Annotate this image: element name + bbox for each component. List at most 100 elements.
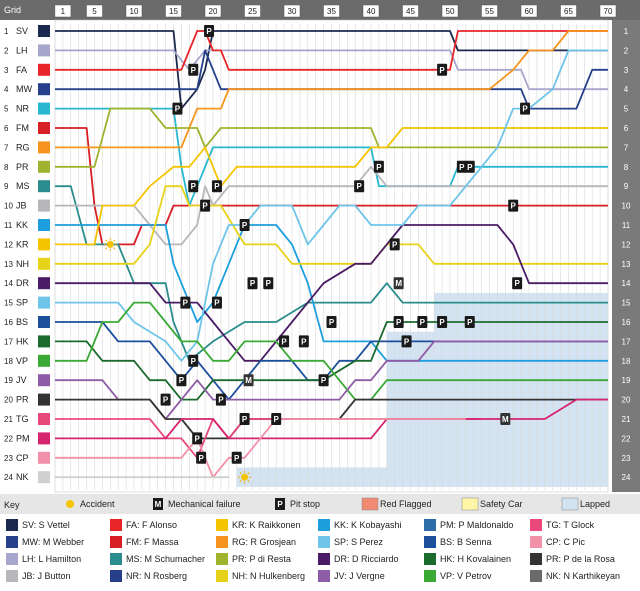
right-position-number: 11 [622,221,631,230]
grid-driver-code: NK [16,472,29,482]
lap-tick-label: 45 [406,7,415,16]
lap-tick-box [204,4,222,18]
grid-driver-code: FA [16,65,27,75]
key-driver-label: SV: S Vettel [22,520,70,530]
lap-tick-box [599,4,617,18]
lap-tick-box [323,4,340,18]
pit-stop-marker [456,160,467,173]
key-p-icon [275,498,285,510]
pit-stop-marker [318,374,329,387]
pit-stop-marker [200,199,211,212]
pit-stop-marker-label: P [301,337,307,346]
pit-stop-marker [326,316,337,328]
key-driver-swatch [424,553,436,565]
pit-stop-marker-label: P [266,279,272,288]
key-driver-label: BS: B Senna [440,537,492,547]
grid-driver-code: RG [16,142,30,152]
key-driver-swatch [6,570,18,582]
pit-stop-marker [520,102,531,115]
right-position-number: 16 [622,318,631,327]
series-line-lh [55,49,608,91]
right-position-number: 19 [622,376,631,385]
pit-stop-marker [354,180,365,193]
grid-driver-swatch [38,277,50,290]
pit-stop-marker-label: P [329,318,335,327]
grid-position-number: 3 [4,66,9,75]
series-line-hk [55,321,608,401]
pit-stop-marker [188,180,199,193]
grid-driver-swatch [38,25,50,37]
grid-position-number: 24 [4,473,13,482]
pit-stop-marker-label: P [376,163,382,172]
event-markers: P P P P P P P P P P P P P P P P P P P P P P P P P P P P P P P P P P P P P P M M… [103,25,531,484]
grid-position-number: 1 [4,27,9,36]
pit-stop-marker-label: P [250,279,256,288]
lap-tick-box [520,4,538,18]
mechanical-marker [500,413,511,425]
pit-stop-marker [160,393,171,406]
grid-driver-code: MW [16,84,32,94]
series-line-fa [55,30,608,71]
accident-marker [103,237,117,251]
right-position-number: 23 [622,454,631,463]
pit-stop-marker [263,277,274,290]
lap-tick-label: 30 [288,7,297,16]
grid-driver-swatch [38,451,50,464]
key-driver-swatch [110,570,122,582]
lap-tick-box [402,4,419,18]
lap-tick-box [481,4,498,18]
lap-tick-box [125,4,143,18]
pit-stop-marker [298,335,309,348]
grid-driver-swatch [38,122,50,134]
right-position-number: 13 [622,260,631,269]
grid-position-number: 11 [4,221,13,230]
pit-stop-marker-label: P [242,415,248,424]
grid-driver-code: PM [16,433,30,443]
key-driver-swatch [318,536,330,548]
header-bar [0,0,640,20]
pit-stop-marker [180,296,191,309]
accident-ray [247,472,250,475]
accident-icon [241,473,249,481]
grid-driver-code: JV [16,375,27,385]
pit-stop-marker-label: P [439,66,445,75]
pit-stop-marker [393,316,404,328]
right-position-number: 22 [622,434,631,443]
key-event-label: Safety Car [480,499,523,509]
key-swatch [561,497,579,511]
grid-driver-swatch [38,335,50,348]
lap-tick-label: 60 [525,7,534,16]
accident-ray [239,472,242,475]
pit-stop-marker [211,296,222,309]
key-swatch [461,497,479,511]
grid-driver-swatch [38,219,50,231]
grid-position-number: 13 [4,260,13,269]
key-driver-label: NH: N Hulkenberg [232,571,305,581]
pit-stop-marker-label: P [459,163,465,172]
series-line-pm [55,398,608,440]
key-driver-label: PR: P de la Rosa [546,554,615,564]
key-driver-swatch [110,519,122,531]
grid-driver-code: PR [16,162,29,172]
pit-stop-marker [417,316,428,328]
right-position-number: 10 [622,202,631,211]
accident-ray [105,239,108,242]
pit-stop-marker [437,63,448,76]
grid-driver-swatch [38,296,50,309]
key-driver-label: VP: V Petrov [440,571,492,581]
grid-driver-code: FM [16,123,29,133]
right-position-number: 24 [622,473,631,482]
pit-stop-marker [247,277,258,290]
grid-driver-code: BS [16,317,28,327]
grid-position-number: 23 [4,454,13,463]
key-driver-swatch [424,519,436,531]
pit-stop-marker-label: P [191,182,197,191]
accident-icon [106,240,114,248]
key-driver-label: JB: J Button [22,571,71,581]
key-title: Key [4,500,20,510]
accident-ray [247,480,250,483]
pit-stop-marker-label: P [522,105,528,114]
pit-stop-marker-label: P [218,396,224,405]
grid-driver-code: LH [16,45,28,55]
